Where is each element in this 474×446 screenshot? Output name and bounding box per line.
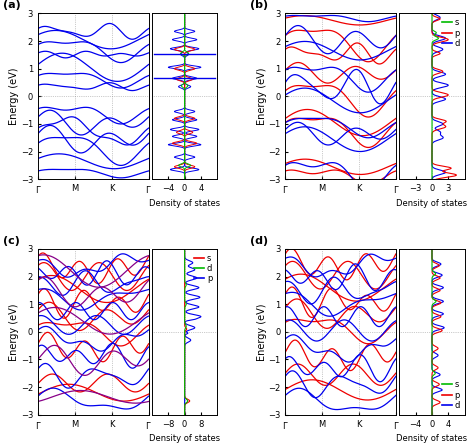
Text: (c): (c) [2,236,19,246]
X-axis label: Density of states: Density of states [396,434,467,443]
Legend: s, d, p: s, d, p [193,253,213,284]
Text: (d): (d) [250,236,268,246]
Legend: s, p, d: s, p, d [441,380,460,411]
Y-axis label: Energy (eV): Energy (eV) [9,67,19,125]
Text: (b): (b) [250,0,268,10]
X-axis label: Density of states: Density of states [396,198,467,208]
Y-axis label: Energy (eV): Energy (eV) [9,303,19,361]
X-axis label: Density of states: Density of states [149,198,220,208]
X-axis label: Density of states: Density of states [149,434,220,443]
Y-axis label: Energy (eV): Energy (eV) [256,67,267,125]
Y-axis label: Energy (eV): Energy (eV) [256,303,267,361]
Legend: s, p, d: s, p, d [441,17,460,49]
Text: (a): (a) [2,0,20,10]
